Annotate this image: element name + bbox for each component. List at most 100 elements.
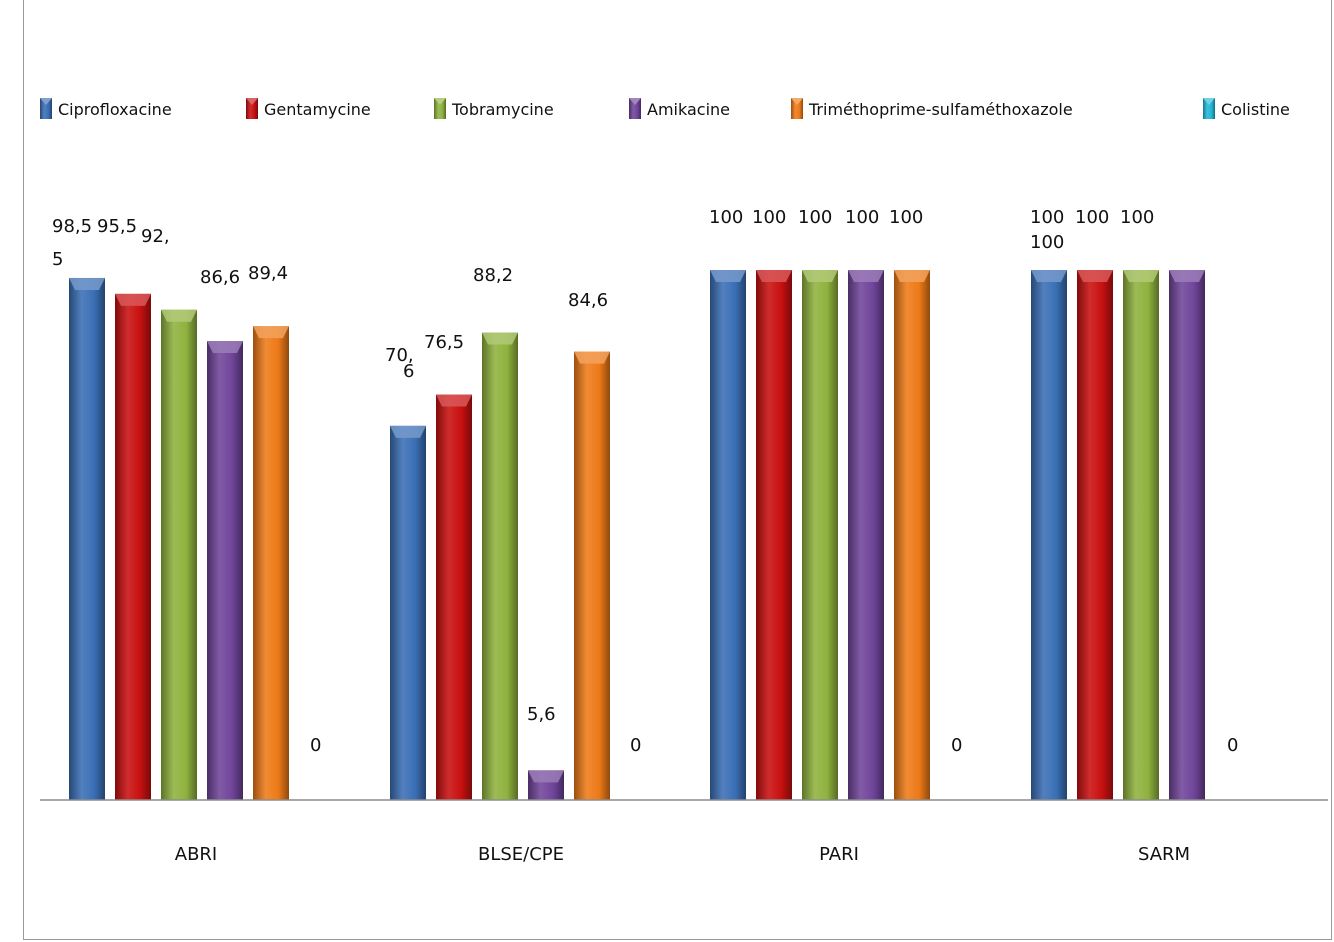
data-label-pari-gentamycine: 100 <box>752 207 786 228</box>
data-label-abri-ciprofloxacine: 98,5 <box>52 216 92 237</box>
bar-cap <box>574 351 610 364</box>
legend-swatch <box>629 98 641 119</box>
legend: Ciprofloxacine Gentamycine Tobramycine Amik… <box>40 98 1290 119</box>
data-label-pari-amikacine: 100 <box>845 207 879 228</box>
legend-swatch <box>246 98 258 119</box>
data-label-pari-ciprofloxacine: 100 <box>709 207 743 228</box>
bar-cap <box>253 326 289 339</box>
legend-item-ciprofloxacine: Ciprofloxacine <box>40 98 172 119</box>
category-label-sarm: SARM <box>1138 844 1190 865</box>
bar-sarm-gentamycine <box>1077 270 1113 800</box>
bar-body <box>802 270 838 800</box>
data-label-sarm-tobramycine: 100 <box>1120 207 1154 228</box>
bar-blse-cpe-gentamycine <box>436 394 472 800</box>
bar-cap <box>1169 270 1205 282</box>
data-label-blse-cpe-ciprofloxacine: 70, <box>385 345 414 366</box>
bar-pari-trimethoprime-sulfamethoxazole <box>894 270 930 800</box>
data-label-sarm-amikacine: 100 <box>1030 232 1064 253</box>
data-label-sarm-colistine: 0 <box>1227 735 1238 756</box>
bar-body <box>69 277 105 800</box>
bar-body <box>756 270 792 800</box>
bar-pari-tobramycine <box>802 270 838 800</box>
category-label-blse-cpe: BLSE/CPE <box>478 844 564 865</box>
legend-swatch-cap <box>246 98 258 105</box>
legend-swatch-cap <box>434 98 446 105</box>
data-label-sarm-ciprofloxacine: 100 <box>1030 207 1064 228</box>
bar-sarm-ciprofloxacine <box>1031 270 1067 800</box>
data-label-blse-cpe-colistine: 0 <box>630 735 641 756</box>
data-label-blse-cpe-gentamycine: 76,5 <box>424 332 464 353</box>
legend-label: Triméthoprime-sulfaméthoxazole <box>808 100 1073 119</box>
legend-label: Ciprofloxacine <box>58 100 172 119</box>
legend-label: Gentamycine <box>264 100 371 119</box>
legend-swatch <box>1203 98 1215 119</box>
bar-body <box>115 293 151 800</box>
legend-swatch <box>791 98 803 119</box>
legend-swatch-cap <box>629 98 641 105</box>
bar-cap <box>848 270 884 282</box>
data-label-blse-cpe-trimethoprime-sulfamethoxazole: 84,6 <box>568 290 608 311</box>
bar-body <box>894 270 930 800</box>
bar-body <box>161 309 197 800</box>
data-label-abri-tobramycine: 92, <box>141 226 170 247</box>
bar-blse-cpe-amikacine <box>528 770 564 800</box>
legend-item-trimethoprime-sulfamethoxazole: Triméthoprime-sulfaméthoxazole <box>791 98 1073 119</box>
bar-body <box>436 394 472 800</box>
bar-cap <box>802 270 838 282</box>
category-label-abri: ABRI <box>175 844 217 865</box>
bar-body <box>574 351 610 800</box>
bar-cap <box>207 341 243 354</box>
bar-abri-ciprofloxacine <box>69 277 105 800</box>
bar-sarm-tobramycine <box>1123 270 1159 800</box>
bar-abri-amikacine <box>207 341 243 800</box>
legend-label: Tobramycine <box>451 100 554 119</box>
bar-body <box>1123 270 1159 800</box>
bar-pari-ciprofloxacine <box>710 270 746 800</box>
data-label-pari-trimethoprime-sulfamethoxazole: 100 <box>889 207 923 228</box>
data-label-sarm-gentamycine: 100 <box>1075 207 1109 228</box>
legend-item-colistine: Colistine <box>1203 98 1290 119</box>
bar-cap <box>69 277 105 290</box>
data-label-abri-ciprofloxacine: 5 <box>52 249 63 270</box>
bar-cap <box>115 293 151 306</box>
bar-body <box>848 270 884 800</box>
bar-body <box>207 341 243 800</box>
bar-blse-cpe-trimethoprime-sulfamethoxazole <box>574 351 610 800</box>
bar-body <box>482 332 518 800</box>
bar-abri-gentamycine <box>115 293 151 800</box>
bar-body <box>390 425 426 800</box>
bar-cap <box>482 332 518 345</box>
bar-cap <box>161 309 197 322</box>
data-labels-group: 98,5 5 95,5 92, 86,6 89,4 0 70,6 76,5 88,2 5,6 84,6… <box>52 207 1238 756</box>
data-label-abri-amikacine: 86,6 <box>200 267 240 288</box>
bar-sarm-amikacine <box>1169 270 1205 800</box>
bar-body <box>253 326 289 800</box>
legend-item-tobramycine: Tobramycine <box>434 98 554 119</box>
legend-item-amikacine: Amikacine <box>629 98 730 119</box>
data-label-abri-gentamycine: 95,5 <box>97 216 137 237</box>
legend-swatch <box>434 98 446 119</box>
bar-cap <box>390 425 426 438</box>
legend-label: Amikacine <box>647 100 730 119</box>
data-label-blse-cpe-amikacine: 5,6 <box>527 704 556 725</box>
bar-cap <box>528 770 564 783</box>
data-label-abri-colistine: 0 <box>310 735 321 756</box>
category-labels-group: ABRI BLSE/CPE PARI SARM <box>175 844 1190 865</box>
legend-label: Colistine <box>1221 100 1290 119</box>
category-label-pari: PARI <box>819 844 859 865</box>
bar-body <box>710 270 746 800</box>
data-label-blse-cpe-tobramycine: 88,2 <box>473 265 513 286</box>
bar-cap <box>1031 270 1067 282</box>
bar-body <box>1077 270 1113 800</box>
data-label-blse-cpe-ciprofloxacine: 6 <box>403 361 414 382</box>
legend-swatch <box>40 98 52 119</box>
bar-cap <box>1123 270 1159 282</box>
bar-cap <box>710 270 746 282</box>
legend-swatch-cap <box>791 98 803 105</box>
data-label-pari-tobramycine: 100 <box>798 207 832 228</box>
bar-blse-cpe-ciprofloxacine <box>390 425 426 800</box>
legend-item-gentamycine: Gentamycine <box>246 98 371 119</box>
legend-swatch-cap <box>1203 98 1215 105</box>
bar-pari-amikacine <box>848 270 884 800</box>
